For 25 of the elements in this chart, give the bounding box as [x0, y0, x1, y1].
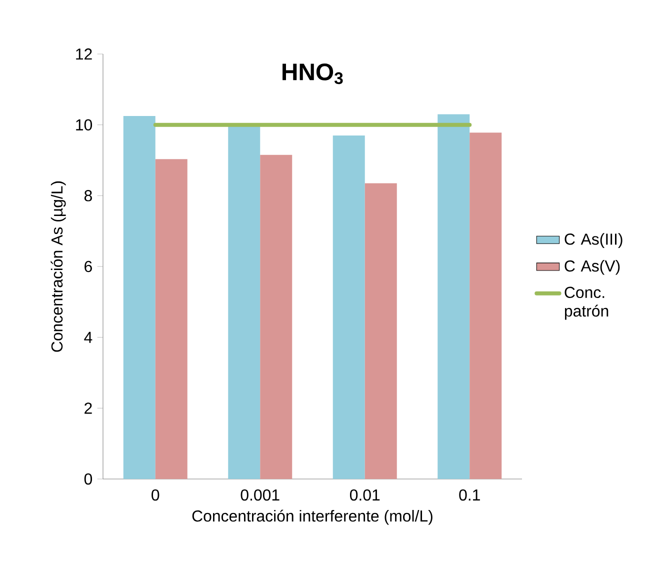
x-tick-label: 0.01	[350, 489, 380, 501]
x-tick-label: 0.1	[459, 489, 480, 501]
y-tick-label: 8	[84, 190, 92, 202]
bar	[364, 183, 397, 479]
x-tick-label: 0.001	[240, 489, 280, 501]
legend-label: C As(V)	[564, 260, 620, 275]
y-tick-label: 6	[84, 260, 92, 272]
y-tick-label: 4	[84, 332, 92, 343]
legend-label: C As(III)	[564, 233, 622, 248]
bar	[332, 135, 365, 479]
legend-label: Conc. patrón	[564, 286, 608, 320]
y-tick-label: 10	[76, 119, 92, 130]
y-tick-label: 2	[84, 402, 92, 414]
bar	[228, 124, 260, 479]
bar	[155, 159, 188, 479]
bar	[123, 116, 156, 479]
x-tick-label: 0	[152, 489, 160, 501]
bar	[260, 154, 292, 479]
bar	[470, 132, 502, 479]
bar	[438, 114, 470, 479]
chart-title: HNO$_{3}$	[282, 63, 343, 84]
y-tick-label: 12	[76, 48, 92, 60]
x-axis-title: Concentración interferente (mol/L)	[192, 510, 432, 525]
y-axis-title: Concentración As (µg/L)	[50, 181, 66, 352]
y-tick-label: 0	[84, 473, 92, 485]
